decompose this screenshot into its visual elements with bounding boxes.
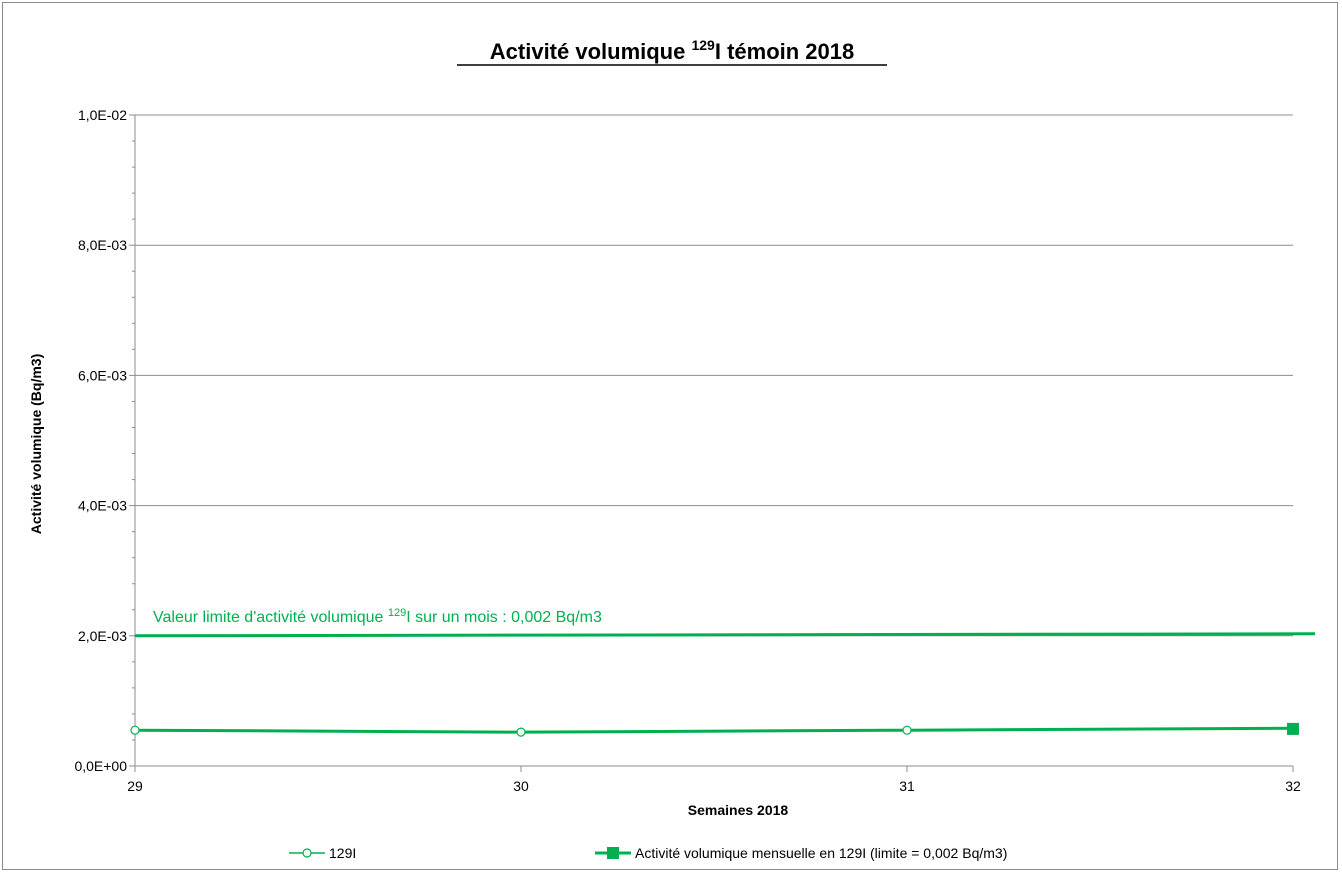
series-129I-point <box>516 727 526 737</box>
series-129I-line <box>134 726 1294 734</box>
legend: 129I Activité volumique mensuelle en 129I… <box>289 845 1007 861</box>
y-axis-title: Activité volumique (Bq/m3) <box>28 354 44 534</box>
x-tick-labels: 29 30 31 32 <box>127 778 1301 794</box>
y-tick-label: 4,0E-03 <box>78 498 127 514</box>
x-tick-label: 29 <box>127 778 143 794</box>
limit-line-group <box>134 632 1316 638</box>
grid-lines <box>135 114 1293 637</box>
series-129I-point <box>902 725 912 735</box>
y-tick-labels: 0,0E+00 2,0E-03 4,0E-03 6,0E-03 8,0E-03 1,0E-… <box>74 107 127 774</box>
chart-title-main: Activité volumique <box>490 39 692 64</box>
legend-129I-marker <box>302 848 312 858</box>
axes <box>129 114 1294 772</box>
chart-title: Activité volumique 129I témoin 2018 <box>490 37 854 64</box>
x-tick-label: 30 <box>513 778 529 794</box>
chart-title-superscript: 129 <box>691 37 715 53</box>
y-tick-label: 0,0E+00 <box>74 758 127 774</box>
series-group <box>130 722 1299 737</box>
x-tick-label: 31 <box>899 778 915 794</box>
x-tick-label: 32 <box>1285 778 1301 794</box>
y-tick-label: 2,0E-03 <box>78 628 127 644</box>
legend-monthly-label: Activité volumique mensuelle en 129I (li… <box>635 845 1007 861</box>
limit-annotation-rest: I sur un mois : 0,002 Bq/m3 <box>406 609 602 626</box>
y-tick-label: 1,0E-02 <box>78 107 127 123</box>
x-axis-title: Semaines 2018 <box>688 802 789 818</box>
series-129I-point <box>130 725 140 735</box>
legend-129I-label: 129I <box>329 845 356 861</box>
y-tick-label: 6,0E-03 <box>78 367 127 383</box>
limit-line <box>134 632 1316 638</box>
legend-monthly-marker <box>607 847 619 859</box>
limit-annotation-superscript: 129 <box>388 607 406 619</box>
limit-annotation-main: Valeur limite d'activité volumique <box>153 609 388 626</box>
series-monthly-point <box>1287 722 1299 735</box>
chart-svg: Activité volumique 129I témoin 2018 0,0E… <box>28 37 1316 861</box>
chart-title-rest: I témoin 2018 <box>715 39 854 64</box>
y-tick-label: 8,0E-03 <box>78 237 127 253</box>
limit-annotation: Valeur limite d'activité volumique 129I … <box>153 607 602 626</box>
